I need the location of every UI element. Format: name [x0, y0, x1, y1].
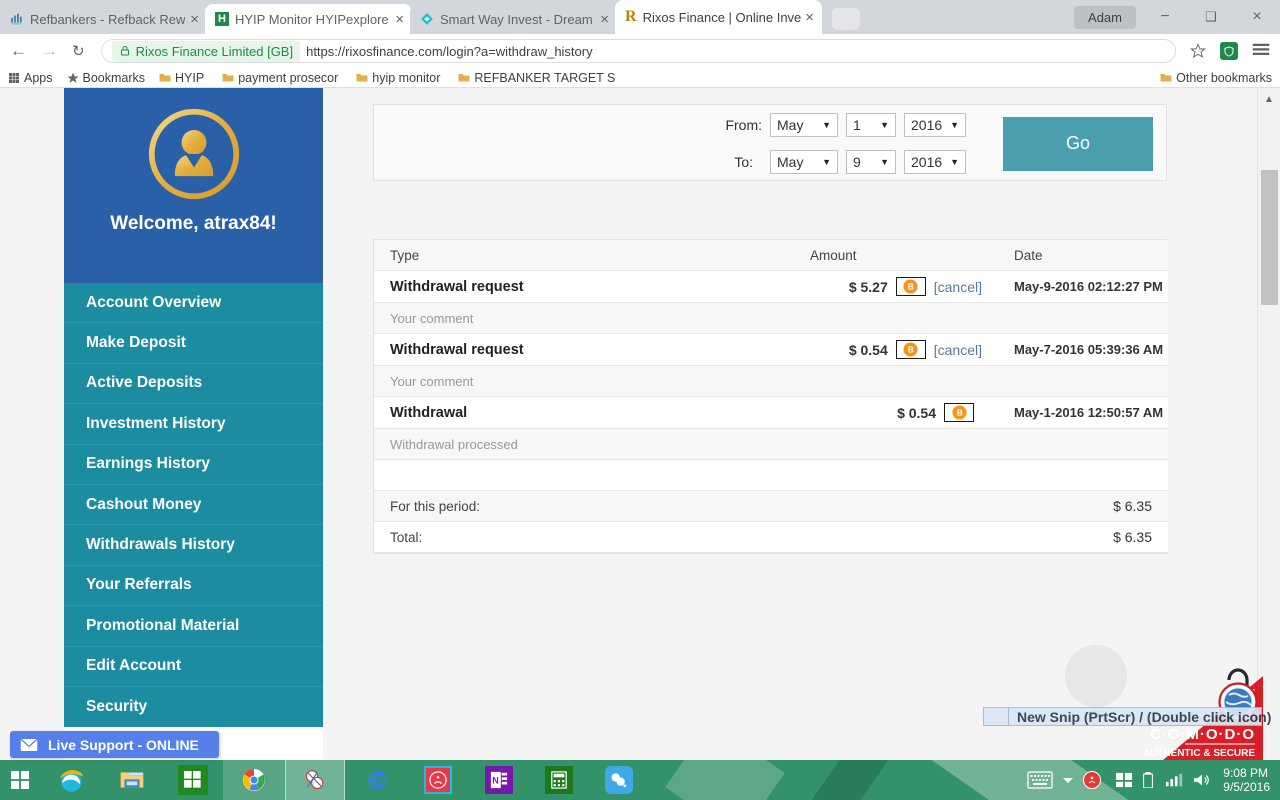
svg-text:N: N [492, 776, 499, 786]
svg-text:AUTHENTIC & SECURE: AUTHENTIC & SECURE [1143, 748, 1256, 759]
svg-text:B: B [908, 282, 914, 292]
svg-text:B: B [956, 408, 962, 418]
svg-text:B: B [908, 345, 914, 355]
svg-text:C·O·M·O·D·O: C·O·M·O·D·O [1150, 726, 1255, 743]
